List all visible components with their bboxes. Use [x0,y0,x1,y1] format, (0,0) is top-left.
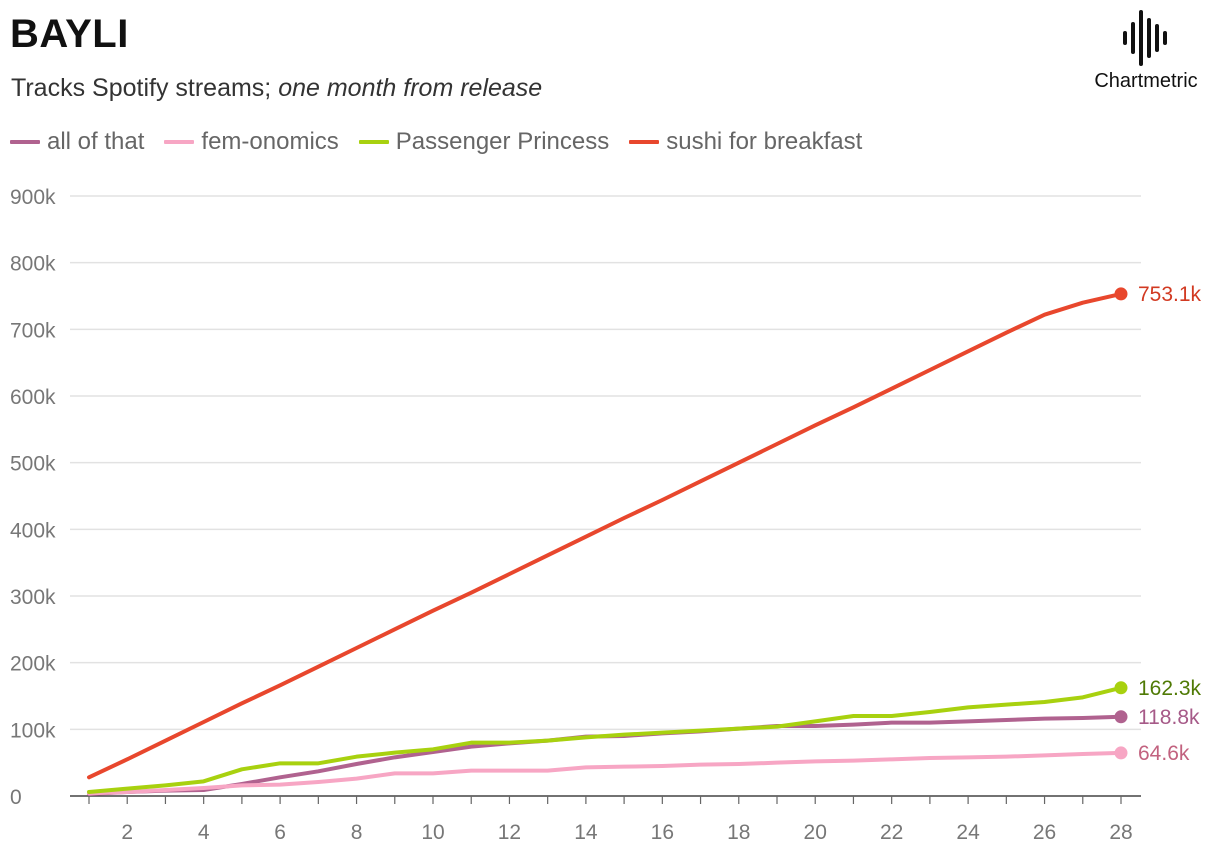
y-tick-label: 900k [10,186,56,209]
y-tick-label: 300k [10,586,56,609]
legend-label: fem-onomics [201,128,339,155]
legend-swatch [358,140,389,144]
brand-name: Chartmetric [1094,70,1198,92]
x-tick-label: 14 [574,821,598,844]
legend-label: Passenger Princess [395,128,610,155]
y-tick-label: 200k [10,653,56,676]
y-tick-label: 600k [10,386,56,409]
series-end-label: 753.1k [1138,283,1202,306]
x-tick-label: 4 [198,821,210,844]
x-tick-label: 6 [274,821,286,844]
legend-label: all of that [47,128,145,155]
chart-legend: all of that fem-onomics Passenger Princess… [10,128,882,156]
y-tick-label: 800k [10,253,56,276]
series-end-label: 118.8k [1138,706,1200,729]
series-line-passenger-princess [87,685,1123,794]
subtitle-emphasis: one month from release [278,74,543,102]
series-line-sushi-for-breakfast [87,291,1123,780]
legend-label: sushi for breakfast [666,128,863,155]
y-tick-label: 400k [10,519,56,542]
series-end-label: 64.6k [1138,742,1190,765]
legend-swatch [164,140,195,144]
x-tick-label: 2 [121,821,133,844]
x-tick-label: 16 [651,821,674,844]
y-tick-label: 0 [10,786,22,809]
legend-swatch [10,140,40,144]
legend-swatch [629,140,660,144]
series-end-point [1114,287,1128,301]
y-tick-label: 500k [10,453,56,476]
series-line-fem-onomics [87,750,1123,796]
series-end-label: 162.3k [1138,677,1202,700]
x-tick-label: 20 [804,821,827,844]
waveform-icon [1123,10,1167,66]
series-end-point [1114,746,1128,760]
x-tick-label: 18 [727,821,750,844]
series-end-point [1114,681,1128,695]
legend-item[interactable]: all of that [10,128,144,156]
chartmetric-logo: Chartmetric [1080,8,1212,96]
x-tick-label: 10 [421,821,444,844]
x-tick-label: 26 [1033,821,1056,844]
legend-item[interactable]: Passenger Princess [358,128,610,156]
y-tick-label: 100k [10,719,56,742]
legend-item[interactable]: sushi for breakfast [629,128,862,156]
y-tick-label: 700k [10,319,56,342]
chart-title: BAYLI [10,12,129,56]
x-tick-label: 24 [956,821,980,844]
legend-item[interactable]: fem-onomics [164,128,339,156]
x-tick-label: 22 [880,821,903,844]
subtitle-prefix: Tracks Spotify streams; [11,74,279,102]
x-tick-label: 8 [351,821,363,844]
chart-subtitle: Tracks Spotify streams; one month from r… [11,74,542,103]
series-end-point [1114,710,1128,724]
x-tick-label: 12 [498,821,521,844]
x-tick-label: 28 [1109,821,1132,844]
